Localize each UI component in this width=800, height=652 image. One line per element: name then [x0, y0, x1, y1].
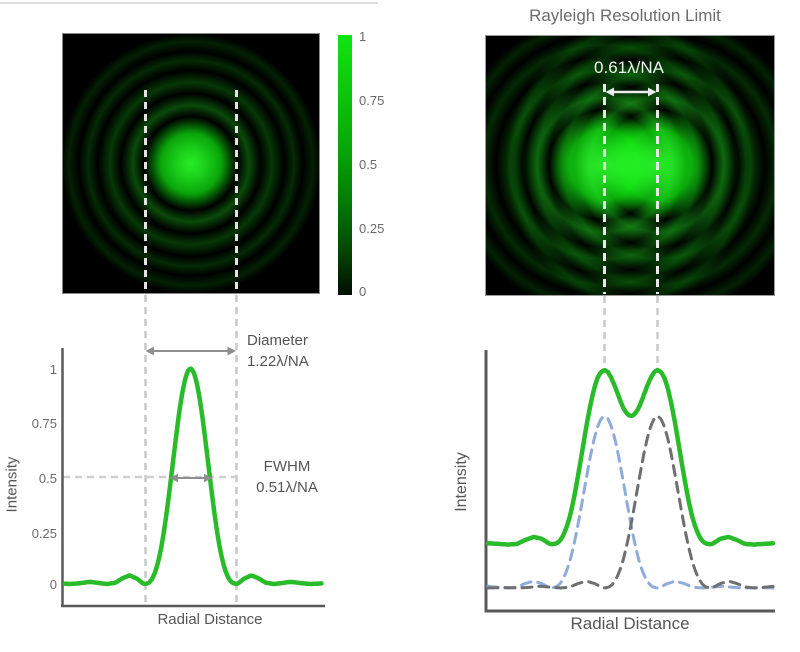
colorbar-tick: 1	[359, 29, 367, 44]
diameter-annotation: Diameter 1.22λ/NA	[247, 330, 333, 372]
y-tick-label: 0.25	[31, 526, 57, 541]
colorbar-tick: 0	[359, 284, 367, 299]
top-divider-line	[0, 2, 378, 4]
separation-annotation: 0.61λ/NA	[594, 58, 664, 77]
diameter-annotation-value: 1.22λ/NA	[247, 353, 309, 370]
colorbar-tick: 0.75	[359, 93, 385, 108]
fwhm-annotation-label: FWHM	[263, 458, 311, 475]
colorbar-tick: 0.5	[359, 157, 378, 172]
airy-curve-source2-dashed	[486, 414, 775, 590]
left-x-axis-title: Radial Distance	[157, 611, 263, 628]
colorbar-tick: 0.25	[359, 221, 385, 236]
airy-psf-image	[62, 33, 320, 294]
diameter-annotation-label: Diameter	[247, 332, 308, 349]
right-panel-title: Rayleigh Resolution Limit	[529, 6, 721, 25]
intensity-colorbar	[338, 35, 352, 295]
right-x-axis-title: Radial Distance	[570, 614, 690, 633]
fwhm-annotation-value: 0.51λ/NA	[256, 479, 318, 496]
left-y-axis-title: Intensity	[3, 456, 21, 513]
diameter-arrow-head-right	[227, 346, 236, 356]
fwhm-annotation: FWHM 0.51λ/NA	[243, 456, 331, 498]
rayleigh-two-psf-image	[485, 35, 775, 296]
y-tick-label: 0.5	[38, 471, 57, 486]
fwhm-arrow-head-left	[169, 473, 178, 483]
y-tick-label: 0	[49, 577, 57, 592]
fwhm-arrow-head-right	[204, 473, 213, 483]
combined-intensity-curve	[485, 367, 776, 547]
airy-curve-source1-dashed	[486, 414, 775, 590]
airy-blob-right	[505, 36, 774, 295]
right-y-axis-title: Intensity	[453, 452, 470, 512]
diameter-arrow-head-left	[145, 346, 154, 356]
y-tick-label: 1	[49, 362, 57, 377]
y-tick-label: 0.75	[31, 416, 57, 431]
